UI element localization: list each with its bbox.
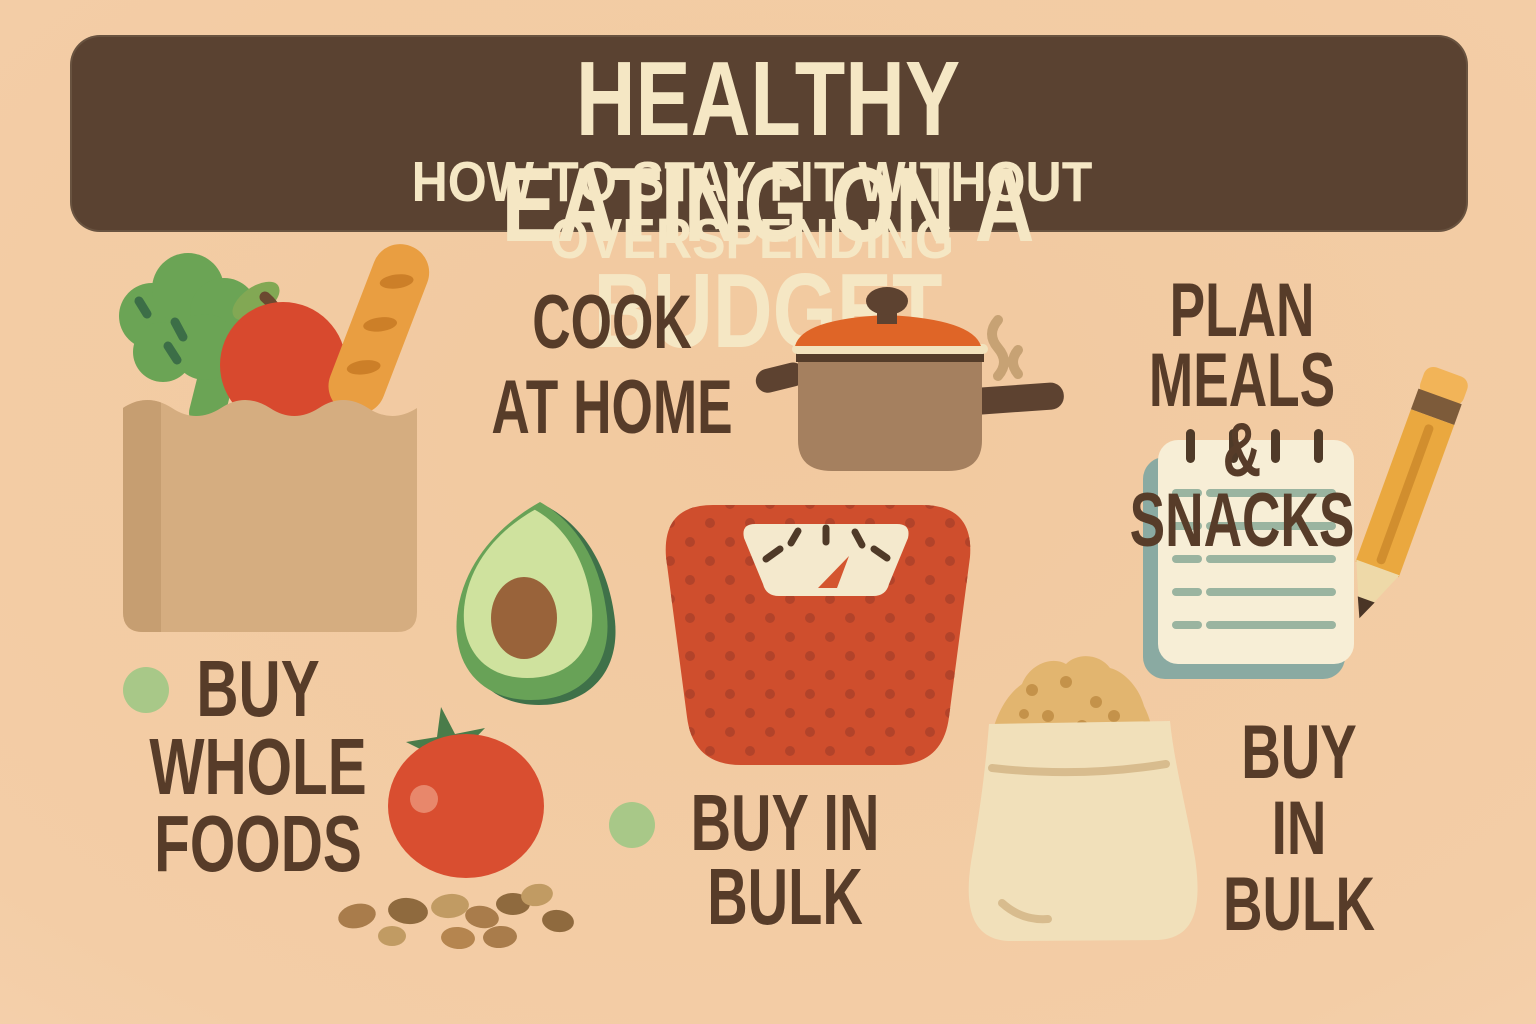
sack-body	[968, 721, 1198, 941]
pot-lid-band	[792, 344, 988, 354]
notepad-pencil-icon	[1143, 366, 1468, 679]
apple-icon	[220, 281, 346, 428]
steam-icon	[987, 315, 1023, 381]
bag-shade	[123, 400, 161, 632]
grain-sack-icon	[968, 656, 1198, 941]
bullet-dot	[609, 802, 655, 848]
tip-label-buy-in-bulk-center: BUY IN BULK	[690, 778, 880, 941]
pot-left-handle	[755, 362, 806, 393]
bullet-dot	[123, 667, 169, 713]
pot-knob	[866, 287, 908, 315]
cooking-pot-icon	[755, 287, 1064, 471]
tomato-icon	[388, 707, 544, 878]
pot-body	[798, 360, 982, 471]
notepad-lines	[1172, 489, 1336, 629]
pot-rim	[796, 352, 984, 362]
grocery-bag-icon	[119, 244, 430, 632]
bathroom-scale-icon	[665, 505, 971, 765]
tomato-highlight	[410, 785, 438, 813]
notepad-binding	[1186, 429, 1323, 463]
scale-dial	[743, 524, 909, 596]
tip-label-plan-meals-snacks: PLAN MEALS & SNACKS	[1129, 268, 1355, 563]
pot-right-handle	[957, 382, 1064, 416]
scale-needle	[818, 556, 849, 588]
pencil-icon	[1355, 366, 1468, 619]
avocado-pit	[491, 577, 557, 659]
poster-subtitle: HOW TO STAY FIT WITHOUT OVERSPENDING	[411, 150, 1093, 271]
title-banner	[70, 35, 1468, 232]
tomato-body	[388, 734, 544, 878]
sack-crease	[998, 899, 1052, 924]
tip-label-buy-in-bulk-right: BUY IN BULK	[1223, 710, 1375, 947]
baguette-icon	[328, 244, 430, 415]
sack-band	[988, 760, 1170, 777]
bag-body	[123, 400, 417, 632]
avocado-icon	[456, 502, 616, 705]
tip-label-cook-at-home: COOK AT HOME	[491, 280, 733, 451]
lentils-icon	[338, 883, 574, 950]
pot-lid	[795, 315, 981, 346]
tip-label-buy-whole-foods: BUY WHOLE FOODS	[149, 644, 367, 889]
scale-ticks	[762, 524, 891, 563]
